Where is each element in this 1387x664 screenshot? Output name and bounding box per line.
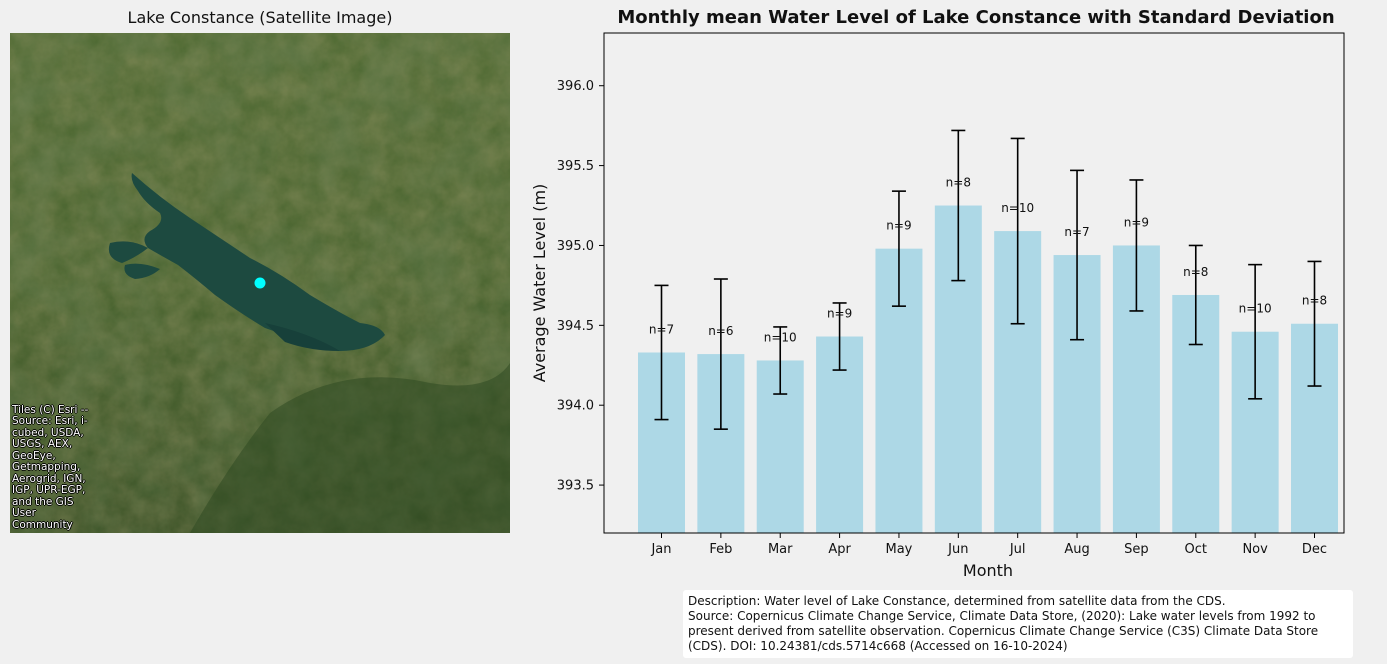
count-label: n=10 [1001,201,1034,215]
count-label: n=9 [1124,215,1149,229]
x-tick-label: May [886,542,913,557]
y-tick-label: 396.0 [557,79,594,94]
x-tick-label: Jan [650,542,671,557]
description-text: Description: Water level of Lake Constan… [688,594,1226,608]
count-label: n=7 [649,322,674,336]
count-label: n=9 [827,307,852,321]
x-axis-label: Month [963,561,1013,580]
count-label: n=9 [886,219,911,233]
chart-title: Monthly mean Water Level of Lake Constan… [617,7,1335,28]
y-tick-label: 394.0 [557,399,594,414]
count-label: n=8 [1183,265,1208,279]
map-title: Lake Constance (Satellite Image) [127,8,393,27]
map-attribution: Tiles (C) Esri -- Source: Esri, i-cubed,… [12,403,89,531]
x-tick-label: Jun [947,542,968,557]
y-tick-label: 395.0 [557,239,594,254]
count-label: n=6 [708,324,733,338]
description-box: Description: Water level of Lake Constan… [683,590,1353,658]
satellite-map[interactable]: Tiles (C) Esri -- Source: Esri, i-cubed,… [10,33,510,533]
y-axis-label: Average Water Level (m) [530,184,549,383]
count-label: n=7 [1064,225,1089,239]
satellite-image [10,33,510,533]
source-text: Source: Copernicus Climate Change Servic… [688,609,1319,653]
x-tick-label: Mar [768,542,793,557]
count-label: n=10 [764,330,797,344]
y-tick-label: 393.5 [557,479,594,494]
y-tick-label: 395.5 [557,159,594,174]
count-label: n=10 [1239,302,1272,316]
count-label: n=8 [1302,294,1327,308]
count-label: n=8 [946,176,971,190]
location-marker [254,277,266,289]
x-tick-label: Nov [1242,542,1268,557]
x-tick-label: Oct [1185,542,1207,557]
plot-frame [603,32,1345,534]
x-tick-label: Feb [709,542,732,557]
x-tick-label: Apr [828,542,851,557]
x-tick-label: Dec [1302,542,1327,557]
x-tick-label: Jul [1009,542,1026,557]
y-tick-label: 394.5 [557,319,594,334]
x-tick-label: Sep [1124,542,1149,557]
x-tick-label: Aug [1064,542,1089,557]
lake-shape [131,173,385,351]
